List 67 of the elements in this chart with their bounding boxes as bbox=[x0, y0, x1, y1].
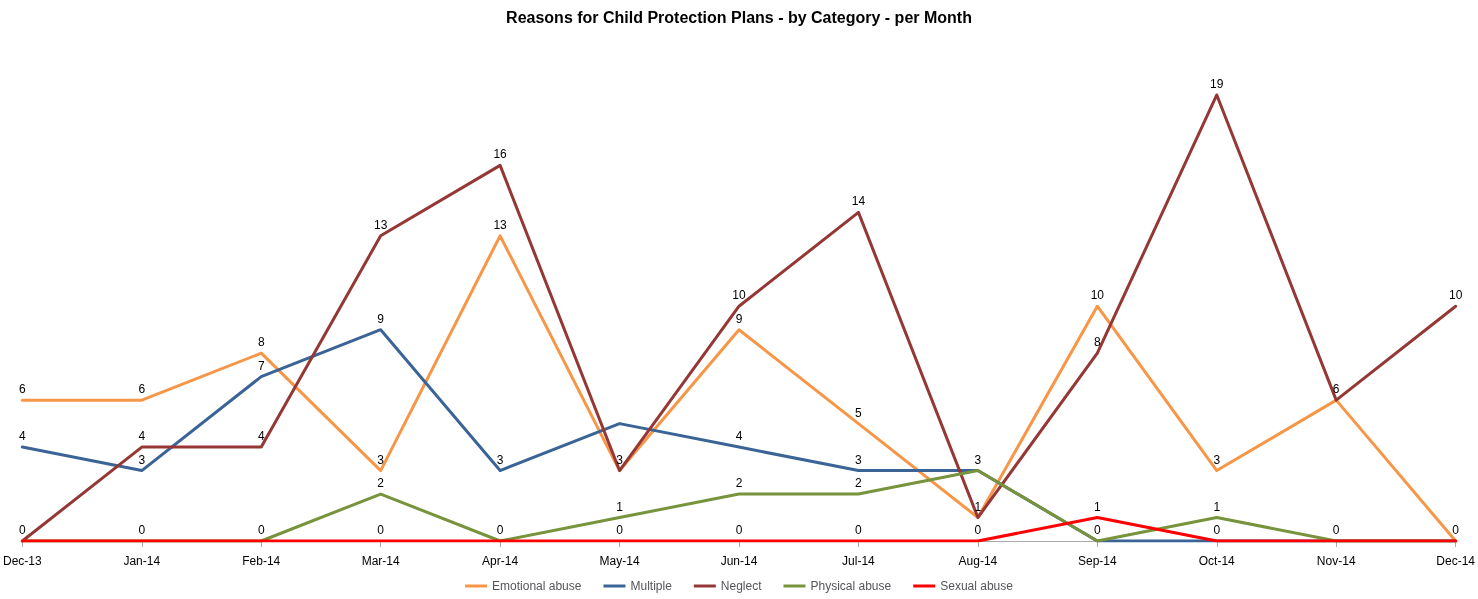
data-label: 1 bbox=[1213, 499, 1221, 514]
data-label: 3 bbox=[855, 452, 863, 467]
data-label: 8 bbox=[1093, 335, 1101, 350]
x-tick-label: Mar-14 bbox=[361, 554, 400, 568]
x-tick-label: Aug-14 bbox=[958, 554, 998, 568]
data-label: 1 bbox=[1093, 499, 1101, 514]
x-tick-label: Nov-14 bbox=[1316, 554, 1356, 568]
data-label: 6 bbox=[138, 382, 146, 397]
x-tick-label: Jun-14 bbox=[720, 554, 758, 568]
legend-label: Neglect bbox=[720, 579, 763, 593]
legend-label: Sexual abuse bbox=[940, 579, 1014, 593]
data-label: 5 bbox=[855, 405, 863, 420]
data-label: 1 bbox=[616, 499, 624, 514]
data-label: 0 bbox=[1093, 523, 1101, 537]
data-label: 0 bbox=[138, 523, 146, 537]
data-label: 3 bbox=[616, 452, 624, 467]
data-label: 0 bbox=[496, 523, 504, 537]
data-label: 6 bbox=[1332, 382, 1340, 397]
data-label: 0 bbox=[855, 523, 863, 537]
data-label: 0 bbox=[735, 523, 743, 537]
data-label: 0 bbox=[19, 523, 26, 537]
legend-label: Emotional abuse bbox=[492, 579, 582, 593]
data-label: 0 bbox=[1332, 523, 1340, 537]
x-tick-label: May-14 bbox=[599, 554, 640, 568]
x-tick-label: Dec-14 bbox=[1436, 554, 1476, 568]
data-label: 0 bbox=[377, 523, 385, 537]
data-label: 6 bbox=[19, 382, 26, 397]
data-label: 14 bbox=[851, 194, 866, 209]
data-label: 2 bbox=[377, 476, 385, 491]
data-label: 3 bbox=[974, 452, 982, 467]
data-label: 3 bbox=[1213, 452, 1221, 467]
data-label: 1 bbox=[974, 499, 982, 514]
data-label: 9 bbox=[377, 311, 385, 326]
data-label: 9 bbox=[735, 311, 743, 326]
data-label: 2 bbox=[855, 476, 863, 491]
x-tick-label: Oct-14 bbox=[1198, 554, 1236, 568]
data-label: 13 bbox=[373, 217, 388, 232]
data-label: 16 bbox=[493, 147, 508, 162]
data-label: 19 bbox=[1210, 76, 1224, 91]
legend-label: Physical abuse bbox=[810, 579, 892, 593]
chart-title: Reasons for Child Protection Plans - by Category - per Month bbox=[506, 8, 972, 26]
legend-label: Multiple bbox=[630, 579, 673, 593]
data-label: 8 bbox=[257, 335, 265, 350]
data-label: 0 bbox=[616, 523, 624, 537]
x-tick-label: Feb-14 bbox=[242, 554, 281, 568]
x-tick-label: Jan-14 bbox=[123, 554, 161, 568]
data-label: 2 bbox=[735, 476, 743, 491]
data-label: 4 bbox=[735, 429, 743, 444]
data-label: 13 bbox=[493, 217, 508, 232]
data-label: 3 bbox=[496, 452, 504, 467]
data-label: 0 bbox=[1452, 523, 1460, 537]
x-tick-label: Jul-14 bbox=[842, 554, 876, 568]
data-label: 0 bbox=[257, 523, 265, 537]
x-tick-label: Dec-13 bbox=[3, 554, 43, 568]
data-label: 4 bbox=[257, 429, 265, 444]
data-label: 4 bbox=[138, 429, 146, 444]
data-label: 10 bbox=[1448, 288, 1463, 303]
data-label: 3 bbox=[138, 452, 146, 467]
data-label: 10 bbox=[732, 288, 746, 303]
data-label: 4 bbox=[19, 429, 26, 444]
x-tick-label: Apr-14 bbox=[482, 554, 519, 568]
x-tick-label: Sep-14 bbox=[1077, 554, 1117, 568]
data-label: 0 bbox=[1213, 523, 1221, 537]
data-label: 10 bbox=[1090, 288, 1105, 303]
data-label: 0 bbox=[974, 523, 982, 537]
data-label: 7 bbox=[257, 358, 265, 373]
data-label: 3 bbox=[377, 452, 385, 467]
